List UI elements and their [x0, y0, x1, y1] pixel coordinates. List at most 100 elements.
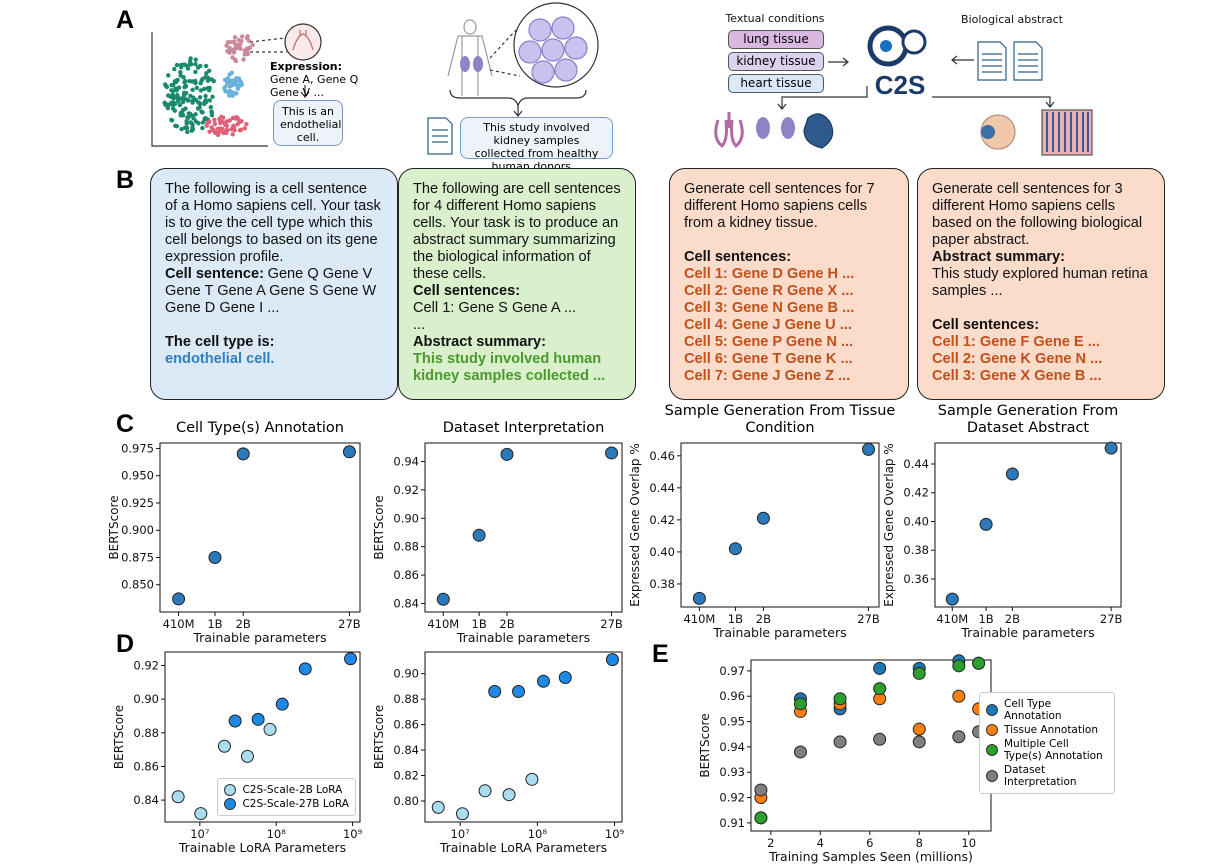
- cell-dot: [193, 78, 198, 84]
- data-point: [1005, 467, 1019, 481]
- data-point: [912, 722, 926, 736]
- prompt-text: endothelial cell.: [165, 351, 275, 367]
- y-tick-label: 0.92: [393, 483, 419, 497]
- cell-dot: [183, 78, 188, 84]
- cell-dot: [185, 66, 191, 71]
- prompt-line: Cell 1: Gene D Gene H ...: [684, 266, 894, 283]
- legend-marker: [986, 704, 998, 716]
- y-tick-label: 0.90: [393, 511, 419, 525]
- panel-label: A: [116, 6, 135, 34]
- prompt-text: Cell 1: Gene S Gene A ...: [413, 300, 577, 316]
- legend: C2S-Scale-2B LoRA C2S-Scale-27B LoRA: [217, 778, 356, 816]
- arrow: [932, 96, 1055, 108]
- x-tick-label: 8: [916, 836, 923, 850]
- cell-dot: [162, 82, 168, 87]
- cell-dot: [190, 87, 195, 92]
- cell-dot: [209, 77, 214, 82]
- plot-frame: [680, 442, 880, 608]
- cell-dot: [193, 69, 198, 75]
- cell-dot: [224, 43, 229, 48]
- prompt-line: The following are cell sentences for 4 d…: [413, 181, 621, 283]
- y-axis-label: BERTScore: [698, 713, 712, 777]
- plot-frame: [164, 651, 361, 823]
- cell-dot: [218, 120, 223, 126]
- cell-dot: [169, 82, 174, 88]
- cell-dot: [208, 104, 213, 110]
- data-point: [342, 445, 356, 459]
- cell-dot: [185, 129, 190, 135]
- y-tick-label: 0.96: [719, 689, 745, 703]
- cell-dot: [230, 125, 236, 130]
- cell-dot: [177, 96, 183, 101]
- cell-dot: [194, 85, 200, 90]
- data-point: [952, 659, 966, 673]
- cell-dot: [193, 112, 198, 117]
- y-tick-label: 0.88: [393, 540, 419, 554]
- y-tick-label: 0.950: [121, 469, 154, 483]
- cell-dot: [193, 57, 198, 62]
- data-point: [344, 652, 358, 666]
- cell-dot: [225, 89, 230, 95]
- panel-label: C: [116, 410, 135, 438]
- y-tick-label: 0.38: [903, 543, 929, 557]
- cell-dot: [173, 95, 178, 100]
- legend-label: Tissue Annotation: [1004, 724, 1098, 736]
- cell-dot: [195, 65, 201, 70]
- y-tick-label: 0.97: [719, 664, 745, 678]
- x-tick-label: 1B: [207, 617, 222, 631]
- prompt-text: This study involved human kidney samples…: [413, 351, 606, 384]
- prompt-text: Cell 5: Gene P Gene N ...: [684, 334, 854, 350]
- cell-dot: [180, 111, 185, 117]
- data-point: [972, 656, 986, 670]
- data-point: [217, 739, 231, 753]
- data-point: [793, 745, 807, 759]
- cell-dot: [196, 100, 201, 105]
- prompt-text: Cell sentences:: [684, 249, 792, 265]
- legend-entry: C2S-Scale-2B LoRA: [224, 784, 349, 796]
- data-point: [754, 783, 768, 797]
- cell-dot: [190, 99, 195, 104]
- y-axis-label: BERTScore: [107, 495, 121, 559]
- x-tick-label: 1B: [472, 617, 487, 631]
- cell-dot: [210, 94, 215, 99]
- data-point: [952, 730, 966, 744]
- y-tick-label: 0.92: [719, 791, 745, 805]
- cell-dot: [197, 95, 203, 100]
- logo-text: C2S: [875, 70, 926, 100]
- prompt-line: Cell 7: Gene J Gene Z ...: [684, 368, 894, 385]
- tissue-cells: [518, 16, 588, 84]
- data-point: [172, 592, 186, 606]
- cell-dot: [229, 90, 235, 95]
- prompt-line: The cell type is:: [165, 334, 383, 351]
- cell-dot: [209, 112, 215, 118]
- x-tick-label: 10⁸: [528, 827, 548, 841]
- x-tick-label: 10⁹: [605, 827, 625, 841]
- data-point: [488, 684, 502, 698]
- zoom-lines: [249, 37, 287, 53]
- x-tick-label: 10: [961, 836, 976, 850]
- data-point: [208, 550, 222, 564]
- data-point: [436, 592, 450, 606]
- y-tick-label: 0.42: [649, 513, 675, 527]
- prompt-text: Cell 1: Gene D Gene H ...: [684, 266, 855, 282]
- cell-dot: [203, 63, 209, 69]
- cell-dot: [172, 101, 178, 106]
- plot-frame: [750, 659, 992, 832]
- data-point: [171, 790, 185, 804]
- plot-frame: [424, 442, 623, 613]
- y-tick-label: 0.850: [121, 578, 154, 592]
- x-tick-label: 2B: [756, 612, 771, 626]
- cell-dot: [178, 73, 183, 78]
- cell-dot: [225, 40, 231, 45]
- plot-frame: [424, 651, 623, 823]
- tissue-zoom: [513, 2, 599, 88]
- cell-dot: [207, 98, 213, 103]
- cell-dot: [207, 85, 212, 91]
- cell-dot: [172, 108, 178, 113]
- arrow: [828, 57, 849, 67]
- data-point: [873, 682, 887, 696]
- legend-entry: Tissue Annotation: [986, 724, 1108, 736]
- x-axis-label: Trainable parameters: [960, 625, 1094, 640]
- cell-dot: [202, 86, 207, 92]
